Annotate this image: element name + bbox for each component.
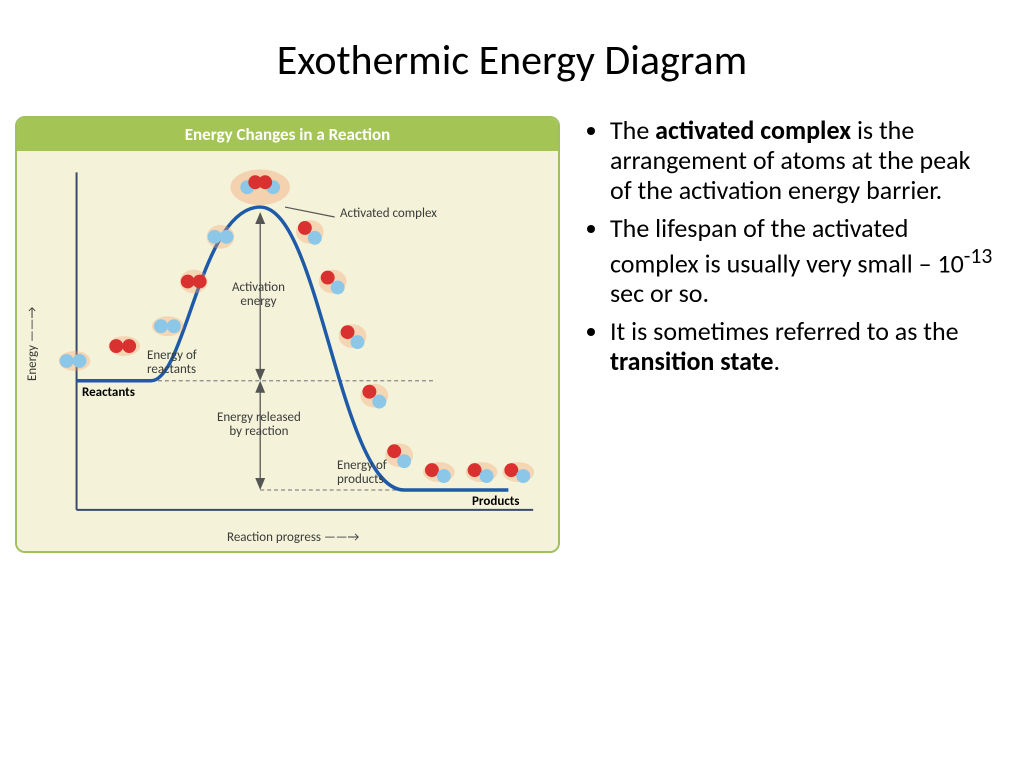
activated-complex-pointer xyxy=(285,207,335,217)
y-axis-label: Energy ——→ xyxy=(25,307,40,381)
x-axis-label: Reaction progress ——→ xyxy=(227,530,359,545)
energy-curve xyxy=(77,207,509,490)
label-activated-complex: Activated complex xyxy=(340,207,437,221)
diagram-body: Activated complex Activationenergy Energ… xyxy=(17,151,558,551)
bullet-item: It is sometimes referred to as the trans… xyxy=(610,317,994,377)
diagram-card: Energy Changes in a Reaction xyxy=(15,116,560,553)
label-reactants: Reactants xyxy=(82,386,135,400)
label-energy-released: Energy releasedby reaction xyxy=(217,411,301,440)
label-activation-energy: Activationenergy xyxy=(232,281,285,310)
bullet-item: The activated complex is the arrangement… xyxy=(610,116,994,206)
label-energy-reactants: Energy ofreactants xyxy=(147,349,197,378)
diagram-panel: Energy Changes in a Reaction xyxy=(15,116,560,553)
label-energy-products: Energy ofproducts xyxy=(337,459,387,488)
page-title: Exothermic Energy Diagram xyxy=(0,0,1024,96)
content-row: Energy Changes in a Reaction xyxy=(0,96,1024,553)
energy-curve-svg xyxy=(17,151,558,551)
bullet-list: The activated complex is the arrangement… xyxy=(580,116,994,553)
diagram-header: Energy Changes in a Reaction xyxy=(17,118,558,151)
bullet-item: The lifespan of the activated complex is… xyxy=(610,214,994,309)
label-products: Products xyxy=(472,495,519,509)
